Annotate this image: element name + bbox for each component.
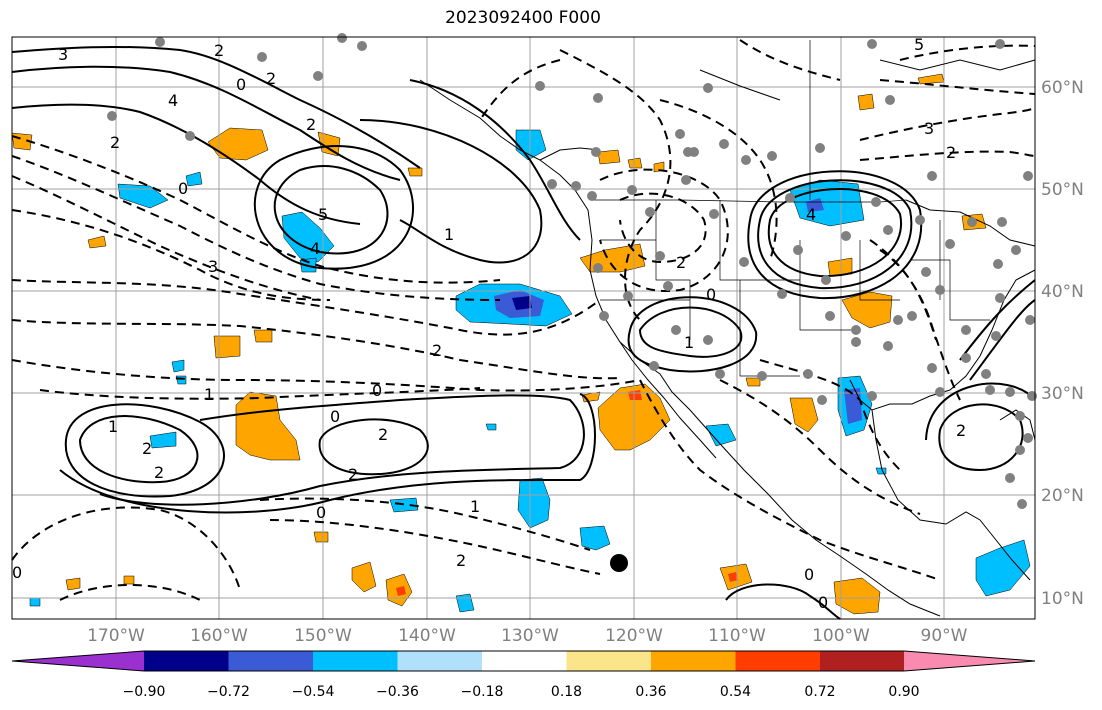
contour-label: 2 <box>110 133 120 152</box>
colorbar-label: 0.18 <box>551 684 582 700</box>
colorbar-label: −0.36 <box>376 684 419 700</box>
lon-label: 120°W <box>605 626 663 646</box>
colorbar-label: 0.72 <box>804 684 835 700</box>
lon-label: 140°W <box>398 626 456 646</box>
contour-label: 2 <box>378 425 388 444</box>
contour-label: 1 <box>204 385 214 404</box>
colorbar-label: −0.90 <box>123 684 166 700</box>
colorbar: −0.90 −0.72 −0.54 −0.36 −0.18 0.18 0.36 … <box>11 650 1036 700</box>
contour-label: 0 <box>316 503 326 522</box>
colorbar-label: −0.72 <box>207 684 250 700</box>
colorbar-label: −0.54 <box>292 684 335 700</box>
contour-label: 2 <box>956 421 966 440</box>
contour-label: 0 <box>818 593 828 612</box>
colorbar-swatch <box>566 651 651 671</box>
colorbar-label: 0.90 <box>888 684 919 700</box>
contour-label: 1 <box>684 333 694 352</box>
colorbar-label: 0.54 <box>720 684 751 700</box>
colorbar-extend-left <box>12 651 144 671</box>
contour-label: 2 <box>306 115 316 134</box>
lat-label: 60°N <box>1041 78 1084 98</box>
lon-label: 130°W <box>501 626 559 646</box>
contour-label: 2 <box>266 69 276 88</box>
contour-label: 2 <box>348 465 358 484</box>
contour-label: 2 <box>456 551 466 570</box>
contour-label: 0 <box>804 565 814 584</box>
strong-negative-shading <box>494 198 862 424</box>
contour-label: 0 <box>236 75 246 94</box>
lat-label: 50°N <box>1041 180 1084 200</box>
station-dots <box>107 33 1037 509</box>
contour-label: 3 <box>58 45 68 64</box>
contour-label: 2 <box>676 253 686 272</box>
lat-label: 20°N <box>1041 486 1084 506</box>
contour-label: 5 <box>914 35 924 54</box>
contour-label: 0 <box>706 285 716 304</box>
colorbar-label: 0.36 <box>635 684 666 700</box>
contour-label: 2 <box>214 41 224 60</box>
contour-label: 3 <box>924 119 934 138</box>
positive-shading <box>11 73 987 615</box>
contour-label: 4 <box>310 239 320 258</box>
lat-label: 10°N <box>1041 589 1084 609</box>
contour-labels: 3 2 2 0 4 2 0 5 4 1 3 2 2 1 0 2 2 1 0 2 … <box>12 35 966 612</box>
contour-label: 1 <box>444 225 454 244</box>
colorbar-swatch <box>482 651 567 671</box>
dashed-contours <box>11 39 1036 601</box>
contour-label: 0 <box>330 407 340 426</box>
colorbar-swatch <box>144 651 229 671</box>
lon-label: 90°W <box>921 626 968 646</box>
contour-label: 0 <box>178 179 188 198</box>
lat-label: 30°N <box>1041 384 1084 404</box>
colorbar-swatch <box>228 651 313 671</box>
colorbar-swatch <box>397 651 482 671</box>
solid-contours <box>11 45 1036 620</box>
strong-positive-shading <box>396 390 738 596</box>
latitude-labels: 60°N 50°N 40°N 30°N 20°N 10°N <box>1041 78 1084 609</box>
location-marker <box>610 554 628 572</box>
contour-label: 1 <box>108 417 118 436</box>
lon-label: 110°W <box>708 626 766 646</box>
colorbar-swatch <box>820 651 905 671</box>
colorbar-extend-right <box>904 651 1035 671</box>
contour-label: 3 <box>208 257 218 276</box>
contour-label: 2 <box>946 143 956 162</box>
map-panel: 3 2 2 0 4 2 0 5 4 1 3 2 2 1 0 2 2 1 0 2 … <box>11 33 1037 620</box>
contour-label: 4 <box>168 91 178 110</box>
lon-label: 160°W <box>190 626 248 646</box>
contour-label: 1 <box>470 497 480 516</box>
colorbar-label: −0.18 <box>461 684 504 700</box>
contour-label: 0 <box>372 381 382 400</box>
colorbar-swatch <box>651 651 736 671</box>
colorbar-swatch <box>313 651 398 671</box>
lon-label: 100°W <box>812 626 870 646</box>
contour-label: 5 <box>318 205 328 224</box>
contour-label: 4 <box>806 205 816 224</box>
lon-label: 170°W <box>87 626 145 646</box>
lat-label: 40°N <box>1041 282 1084 302</box>
contour-label: 2 <box>142 439 152 458</box>
lon-label: 150°W <box>294 626 352 646</box>
longitude-labels: 170°W 160°W 150°W 140°W 130°W 120°W 110°… <box>87 626 968 646</box>
contour-label: 2 <box>432 341 442 360</box>
contour-label: 0 <box>12 563 22 582</box>
contour-label: 2 <box>154 463 164 482</box>
map-title: 2023092400 F000 <box>445 8 601 28</box>
colorbar-swatch <box>735 651 820 671</box>
